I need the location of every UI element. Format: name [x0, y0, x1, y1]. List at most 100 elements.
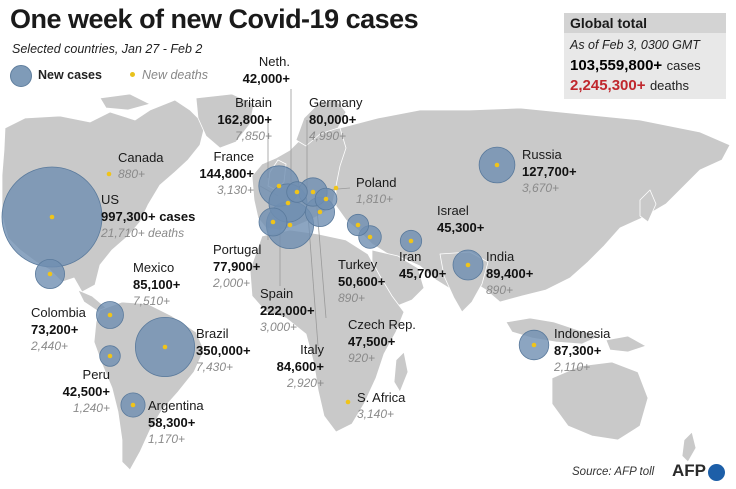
country-cases: 144,800+: [199, 166, 254, 181]
label-us: US 997,300+ cases 21,710+ deaths: [101, 191, 195, 242]
global-total-cases-row: 103,559,800+ cases: [570, 57, 701, 75]
country-name: Poland: [356, 175, 397, 190]
scandinavia-landmass: [295, 99, 347, 147]
new-zealand-landmass: [681, 431, 697, 463]
country-name: Neth.: [258, 54, 290, 69]
label-spain: Spain 222,000+ 3,000+: [260, 285, 315, 336]
country-cases: 47,500+: [348, 334, 396, 349]
country-name: France: [213, 149, 254, 164]
death-dot-neth: [294, 189, 300, 195]
label-czech-rep: Czech Rep. 47,500+ 920+: [348, 316, 416, 367]
label-germany: Germany 80,000+ 4,990+: [309, 94, 362, 145]
death-dot-portugal: [270, 219, 276, 225]
country-cases: 42,500+: [62, 384, 110, 399]
death-dot-canada: [106, 171, 112, 177]
country-deaths: 3,140+: [357, 407, 395, 421]
country-name: US: [101, 192, 120, 207]
label-turkey: Turkey 50,600+ 890+: [338, 256, 385, 307]
country-deaths: 2,110+: [554, 360, 591, 374]
label-italy: Italy 84,600+ 2,920+: [276, 341, 324, 392]
death-dot-israel: [355, 222, 361, 228]
label-portugal: Portugal 77,900+ 2,000+: [213, 241, 261, 292]
new-guinea-landmass: [605, 335, 647, 353]
death-dot-czech-rep: [323, 196, 329, 202]
country-cases: 222,000+: [260, 303, 315, 318]
country-cases: 89,400+: [486, 266, 534, 281]
legend-deaths-label: New deaths: [142, 68, 209, 82]
country-name: Czech Rep.: [348, 317, 416, 332]
label-colombia: Colombia 73,200+ 2,440+: [31, 304, 86, 355]
death-dot-spain: [287, 222, 293, 228]
country-deaths: 920+: [348, 351, 376, 365]
country-name: Israel: [437, 203, 469, 218]
country-deaths: 7,430+: [196, 360, 234, 374]
country-deaths: 3,130+: [216, 183, 254, 197]
afp-logo-text: AFP: [672, 461, 706, 480]
country-name: India: [486, 249, 515, 264]
indonesia-landmass: [505, 317, 601, 345]
death-dot-mexico: [47, 271, 53, 277]
africa-landmass: [249, 229, 405, 433]
global-total-deaths-value: 2,245,300+: [570, 77, 646, 94]
country-name: Brazil: [196, 326, 229, 341]
country-cases: 42,000+: [242, 71, 290, 86]
label-peru: Peru 42,500+ 1,240+: [40, 366, 110, 417]
country-deaths: 880+: [118, 167, 146, 181]
label-indonesia: Indonesia 87,300+ 2,110+: [554, 325, 610, 376]
global-total-box: Global total As of Feb 3, 0300 GMT 103,5…: [564, 13, 726, 99]
country-cases: 162,800+: [217, 112, 272, 127]
country-deaths: 1,240+: [72, 401, 110, 415]
greenland-landmass: [195, 93, 255, 149]
country-name: Mexico: [133, 260, 175, 275]
country-cases: 77,900+: [213, 259, 261, 274]
source-credit: Source: AFP toll: [572, 466, 655, 478]
death-dot-germany: [310, 189, 316, 195]
japan-landmass: [639, 189, 657, 223]
country-deaths: 890+: [486, 283, 514, 297]
death-dot-france: [285, 200, 291, 206]
label-israel: Israel 45,300+: [437, 202, 484, 236]
death-dot-colombia: [107, 312, 113, 318]
country-deaths: 2,000+: [213, 276, 251, 290]
death-dot-india: [465, 262, 471, 268]
country-deaths: 1,170+: [148, 432, 186, 446]
death-dot-italy: [317, 209, 323, 215]
country-deaths: 7,850+: [234, 129, 272, 143]
country-deaths: 4,990+: [309, 129, 347, 143]
global-total-cases-unit: cases: [666, 58, 701, 73]
death-dot-poland: [333, 185, 339, 191]
global-total-deaths-row: 2,245,300+ deaths: [570, 77, 689, 95]
country-cases: 45,300+: [437, 220, 485, 235]
country-name: Turkey: [338, 257, 378, 272]
label-france: France 144,800+ 3,130+: [192, 148, 254, 199]
country-cases: 87,300+: [554, 343, 602, 358]
label-iran: Iran 45,700+: [399, 248, 446, 282]
country-name: Peru: [82, 367, 110, 382]
country-deaths: 21,710+ deaths: [101, 226, 185, 240]
country-name: Spain: [260, 286, 294, 301]
death-dot-argentina: [130, 402, 136, 408]
country-name: Argentina: [148, 398, 204, 413]
country-name: Portugal: [213, 242, 262, 257]
country-cases: 50,600+: [338, 274, 386, 289]
label-south-africa: S. Africa 3,140+: [357, 389, 405, 423]
country-deaths: 890+: [338, 291, 366, 305]
country-name: Russia: [522, 147, 562, 162]
afp-logo-dot-icon: [708, 464, 725, 481]
country-name: Colombia: [31, 305, 86, 320]
death-dot-indonesia: [531, 342, 537, 348]
death-dot-brazil: [162, 344, 168, 350]
country-name: Indonesia: [554, 326, 611, 341]
madagascar-landmass: [393, 351, 409, 393]
label-russia: Russia 127,700+ 3,670+: [522, 146, 577, 197]
country-cases: 84,600+: [276, 359, 324, 374]
country-cases: 80,000+: [309, 112, 357, 127]
country-deaths: 3,670+: [522, 181, 560, 195]
country-cases: 45,700+: [399, 266, 447, 281]
global-total-as-of: As of Feb 3, 0300 GMT: [570, 38, 700, 52]
country-name: Germany: [309, 95, 363, 110]
label-argentina: Argentina 58,300+ 1,170+: [148, 397, 204, 448]
legend-cases-label: New cases: [38, 68, 102, 82]
global-total-cases-value: 103,559,800+: [570, 57, 663, 74]
